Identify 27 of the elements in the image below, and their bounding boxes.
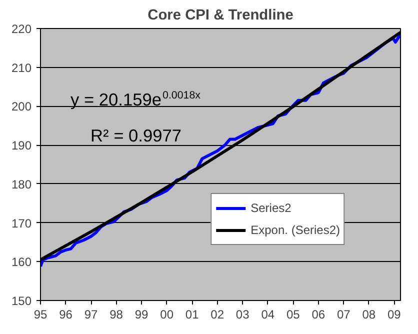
x-tick-label: 98 <box>110 308 124 322</box>
x-tick-label: 09 <box>388 308 402 322</box>
y-tick-label: 170 <box>11 216 32 230</box>
x-tick-label: 05 <box>286 308 300 322</box>
x-tick-label: 96 <box>59 308 73 322</box>
x-tick-label: 03 <box>236 308 250 322</box>
x-tick-label: 00 <box>160 308 174 322</box>
y-tick-label: 190 <box>11 138 32 153</box>
x-tick-label: 06 <box>312 308 326 322</box>
x-tick-label: 07 <box>336 308 351 322</box>
x-tick-label: 95 <box>34 308 48 322</box>
x-tick-label: 02 <box>210 308 224 322</box>
annotation: R² = 0.9977 <box>90 126 182 146</box>
y-tick-label: 200 <box>11 100 32 114</box>
y-tick-label: 220 <box>11 22 32 36</box>
x-tick-label: 01 <box>185 308 200 322</box>
y-tick-label: 150 <box>11 294 32 308</box>
x-tick-label: 08 <box>362 308 376 322</box>
y-tick-label: 180 <box>11 177 32 192</box>
legend-label: Series2 <box>250 201 292 215</box>
y-tick-label: 210 <box>11 60 32 75</box>
x-tick-label: 97 <box>84 308 98 322</box>
legend-label: Expon. (Series2) <box>250 223 340 237</box>
chart-title: Core CPI & Trendline <box>148 8 294 24</box>
x-tick-label: 04 <box>261 308 275 322</box>
y-tick-label: 160 <box>11 255 32 270</box>
x-tick-label: 99 <box>134 308 149 322</box>
